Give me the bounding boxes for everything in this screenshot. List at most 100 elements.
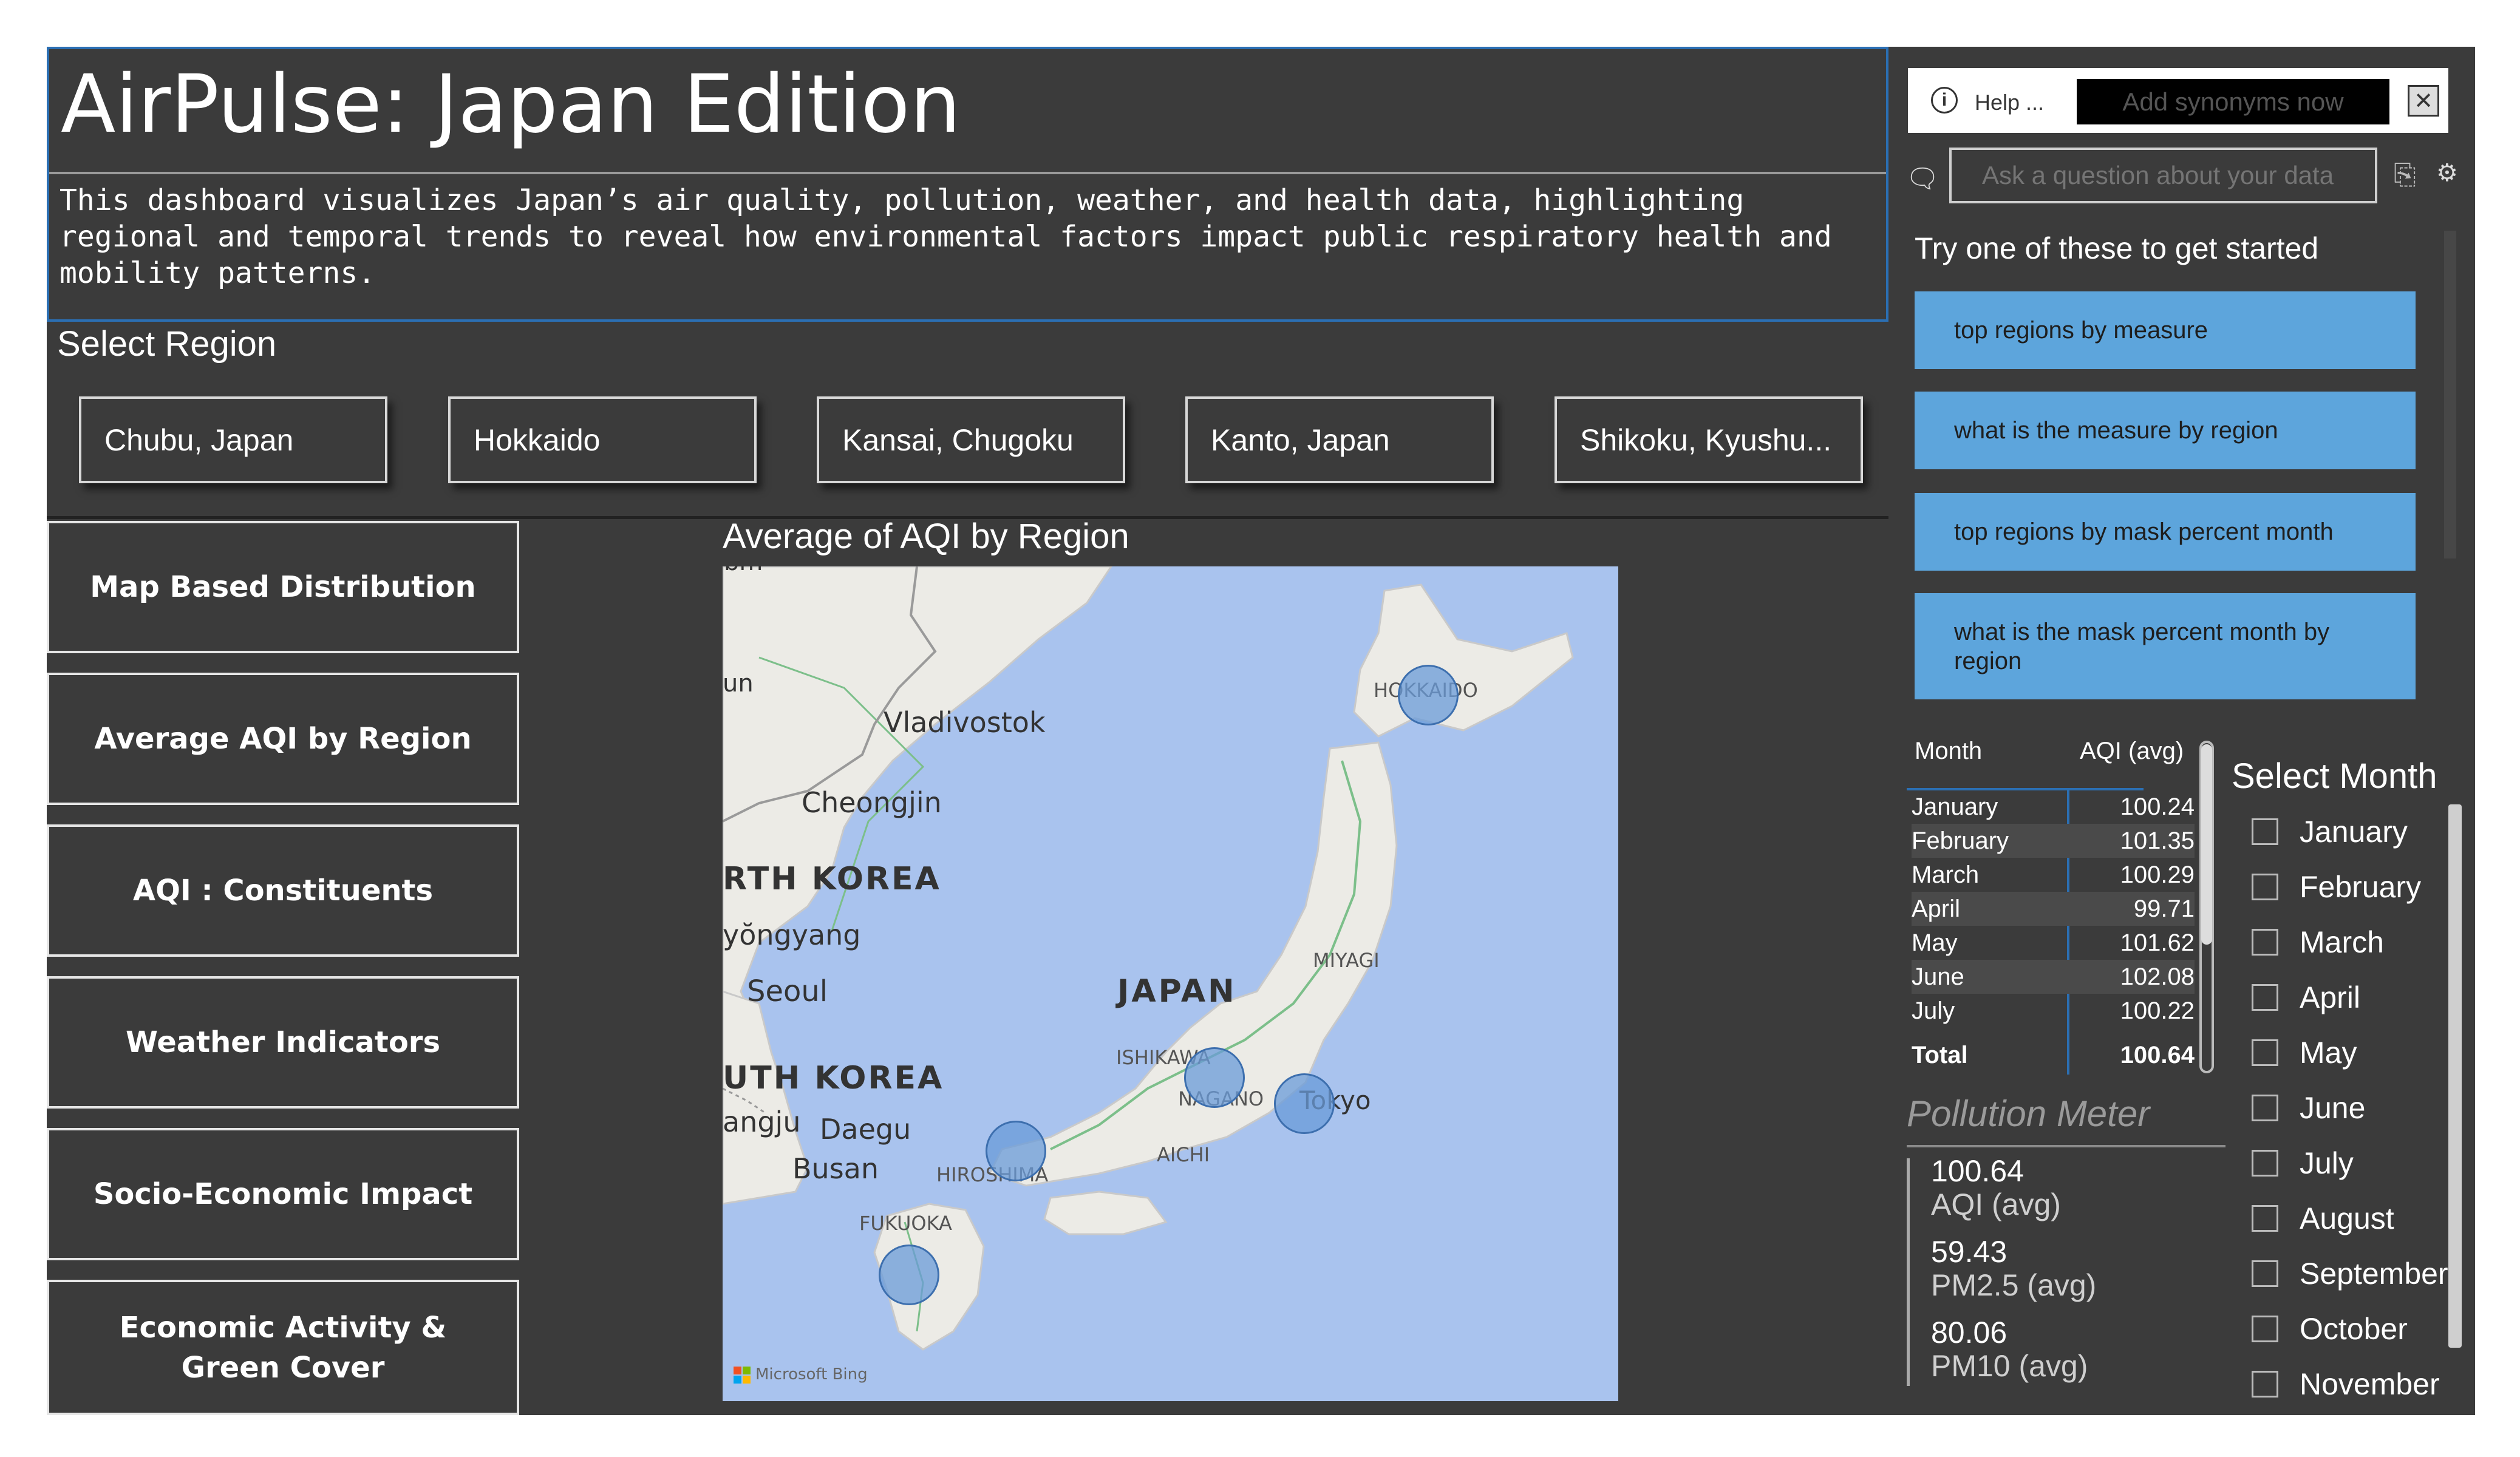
- map-label-pyongyang: yŏngyang: [723, 919, 861, 951]
- suggestions-heading: Try one of these to get started: [1915, 231, 2319, 265]
- checkbox[interactable]: [2252, 1316, 2278, 1342]
- month-slicer-title: Select Month: [2232, 756, 2437, 796]
- map-label-fukuoka: FUKUOKA: [859, 1212, 952, 1235]
- checkbox[interactable]: [2252, 1260, 2278, 1287]
- checkbox[interactable]: [2252, 984, 2278, 1011]
- table-row[interactable]: April 99.71: [1912, 892, 2195, 926]
- map-label-seoul: Seoul: [747, 974, 828, 1008]
- page-title: AirPulse: Japan Edition: [61, 58, 961, 151]
- share-icon[interactable]: ⎘: [2394, 158, 2416, 190]
- nav-map-based-distribution[interactable]: Map Based Distribution: [47, 521, 519, 653]
- table-cell-month: February: [1912, 827, 2009, 854]
- checkbox[interactable]: [2252, 818, 2278, 845]
- month-label: February: [2300, 870, 2422, 904]
- checkbox[interactable]: [2252, 1039, 2278, 1066]
- table-row[interactable]: January 100.24: [1912, 790, 2195, 824]
- nav-weather-indicators[interactable]: Weather Indicators: [47, 976, 519, 1109]
- map-label-vladivostok: Vladivostok: [884, 706, 1046, 739]
- month-option-september[interactable]: September: [2252, 1255, 2448, 1292]
- month-slicer-scrollbar[interactable]: [2448, 804, 2462, 1348]
- map-label-north-korea: RTH KOREA: [723, 861, 941, 897]
- nav-average-aqi-by-region[interactable]: Average AQI by Region: [47, 673, 519, 805]
- pollution-meter-accent-bar: [1907, 1158, 1910, 1386]
- nav-socio-economic-impact[interactable]: Socio-Economic Impact: [47, 1128, 519, 1260]
- nav-aqi-constituents[interactable]: AQI : Constituents: [47, 824, 519, 957]
- pm10-avg-value: 80.06: [1931, 1316, 2007, 1350]
- month-option-august[interactable]: August: [2252, 1200, 2394, 1237]
- region-slicer-label: Select Region: [57, 324, 277, 364]
- aqi-bubble-shikoku-kyushu[interactable]: [879, 1245, 939, 1305]
- table-cell-month: May: [1912, 929, 1958, 956]
- region-button-kanto[interactable]: Kanto, Japan: [1185, 396, 1494, 483]
- table-header-divider: [1907, 788, 2144, 790]
- table-header-aqi[interactable]: AQI (avg): [2080, 738, 2184, 764]
- qa-question-input[interactable]: [1949, 148, 2377, 203]
- month-label: October: [2300, 1312, 2408, 1346]
- table-row[interactable]: February 101.35: [1912, 824, 2195, 858]
- map-title: Average of AQI by Region: [723, 517, 1129, 556]
- month-option-march[interactable]: March: [2252, 924, 2384, 960]
- month-label: May: [2300, 1036, 2357, 1070]
- table-cell-aqi: 100.29: [2120, 861, 2195, 888]
- aqi-bubble-hokkaido[interactable]: [1398, 665, 1459, 725]
- suggestion-top-regions-by-mask-percent[interactable]: top regions by mask percent month: [1915, 493, 2416, 571]
- map-label-japan: JAPAN: [1117, 973, 1237, 1010]
- nav-economic-activity-green-cover[interactable]: Economic Activity & Green Cover: [47, 1280, 519, 1415]
- suggestion-measure-by-region[interactable]: what is the measure by region: [1915, 392, 2416, 469]
- table-row[interactable]: July 100.22: [1912, 994, 2195, 1028]
- pm10-avg-label: PM10 (avg): [1931, 1349, 2088, 1383]
- region-button-kansai-chugoku[interactable]: Kansai, Chugoku: [817, 396, 1125, 483]
- aqi-bubble-kansai-chugoku[interactable]: [986, 1121, 1046, 1181]
- pollution-meter-divider: [1907, 1145, 2225, 1147]
- checkbox[interactable]: [2252, 1205, 2278, 1232]
- month-option-october[interactable]: October: [2252, 1311, 2408, 1347]
- aqi-region-map[interactable]: bm un Vladivostok Cheongjin RTH KOREA yŏ…: [723, 566, 1618, 1401]
- suggestion-top-regions-by-measure[interactable]: top regions by measure: [1915, 291, 2416, 369]
- month-label: July: [2300, 1146, 2354, 1180]
- table-row[interactable]: June 102.08: [1912, 960, 2195, 994]
- month-option-april[interactable]: April: [2252, 979, 2360, 1016]
- info-icon[interactable]: i: [1931, 87, 1958, 114]
- checkbox[interactable]: [2252, 1095, 2278, 1121]
- map-label-south-korea: UTH KOREA: [723, 1060, 944, 1096]
- month-option-january[interactable]: January: [2252, 813, 2408, 850]
- checkbox[interactable]: [2252, 874, 2278, 900]
- close-icon[interactable]: ✕: [2408, 85, 2439, 117]
- table-cell-month: April: [1912, 895, 1961, 922]
- table-cell-month: July: [1912, 997, 1955, 1024]
- checkbox[interactable]: [2252, 929, 2278, 956]
- suggestion-mask-percent-by-region[interactable]: what is the mask percent month by region: [1915, 593, 2416, 699]
- suggestions-scrollbar[interactable]: [2444, 231, 2456, 559]
- add-synonyms-button[interactable]: Add synonyms now: [2077, 79, 2389, 124]
- bing-logo-icon: [734, 1367, 751, 1384]
- month-option-july[interactable]: July: [2252, 1145, 2354, 1181]
- table-cell-aqi: 101.35: [2120, 827, 2195, 854]
- region-button-hokkaido[interactable]: Hokkaido: [448, 396, 757, 483]
- aqi-bubble-chubu[interactable]: [1184, 1047, 1245, 1108]
- table-cell-aqi: 100.22: [2120, 997, 2195, 1024]
- month-option-november[interactable]: November: [2252, 1366, 2440, 1402]
- aqi-avg-value: 100.64: [1931, 1154, 2024, 1188]
- region-button-shikoku-kyushu[interactable]: Shikoku, Kyushu...: [1555, 396, 1863, 483]
- region-button-chubu[interactable]: Chubu, Japan: [79, 396, 387, 483]
- table-row[interactable]: May 101.62: [1912, 926, 2195, 960]
- month-label: June: [2300, 1091, 2366, 1125]
- month-option-june[interactable]: June: [2252, 1090, 2365, 1126]
- page-description: This dashboard visualizes Japan’s air qu…: [60, 183, 1832, 290]
- table-header-month[interactable]: Month: [1915, 738, 1983, 764]
- checkbox[interactable]: [2252, 1150, 2278, 1177]
- gear-icon[interactable]: ⚙: [2436, 160, 2458, 186]
- month-option-may[interactable]: May: [2252, 1034, 2357, 1071]
- table-row[interactable]: March 100.29: [1912, 858, 2195, 892]
- pollution-meter-title: Pollution Meter: [1907, 1093, 2150, 1134]
- checkbox[interactable]: [2252, 1371, 2278, 1398]
- map-label-busan: Busan: [792, 1152, 879, 1185]
- help-link[interactable]: Help ...: [1975, 90, 2045, 115]
- pm25-avg-label: PM2.5 (avg): [1931, 1268, 2097, 1302]
- table-total-value: 100.64: [2120, 1042, 2195, 1068]
- table-cell-aqi: 101.62: [2120, 929, 2195, 956]
- map-label-edge-un: un: [723, 670, 754, 698]
- month-option-february[interactable]: February: [2252, 869, 2421, 905]
- table-scrollbar-thumb[interactable]: [2201, 744, 2212, 945]
- aqi-bubble-kanto[interactable]: [1274, 1073, 1335, 1134]
